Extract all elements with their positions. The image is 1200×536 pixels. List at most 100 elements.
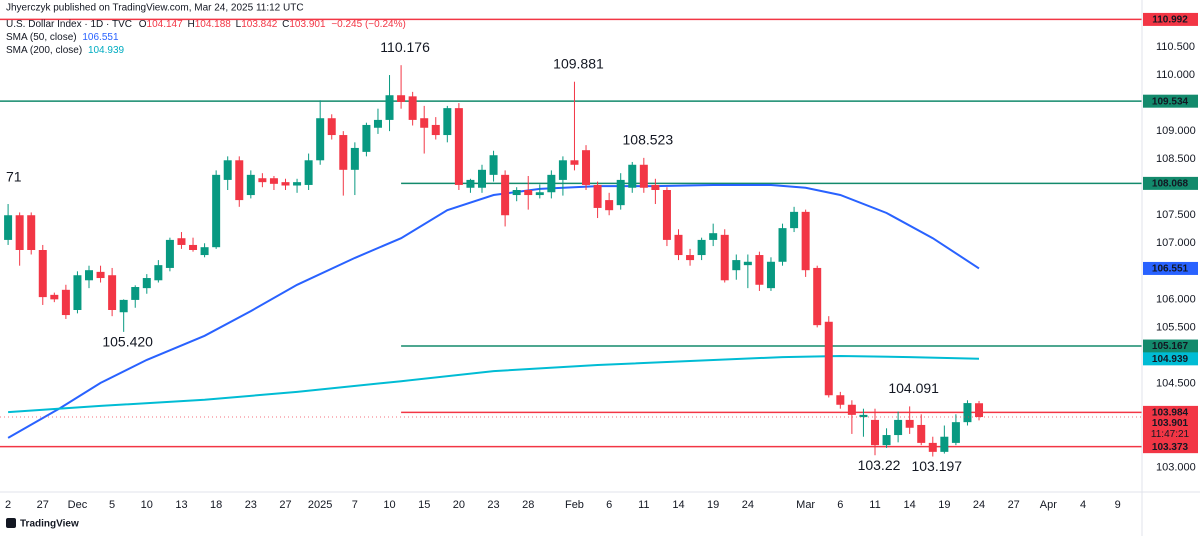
price-annotation: 104.091	[888, 380, 939, 396]
x-tick-label: 2025	[308, 499, 332, 511]
candle-body	[96, 271, 105, 279]
x-tick-label: 11	[869, 499, 880, 511]
candle-body	[743, 261, 752, 266]
candle-body	[859, 414, 868, 418]
candle-body	[373, 119, 382, 128]
candle-body	[766, 261, 775, 289]
sma-tag: 106.551	[1152, 264, 1189, 275]
price-annotation: 103.22	[858, 457, 901, 473]
edge-label: 71	[6, 169, 22, 185]
y-tick-label: 110.500	[1156, 41, 1195, 53]
x-tick-label: 27	[37, 499, 49, 511]
candle-body	[27, 215, 36, 250]
x-tick-label: 4	[1080, 499, 1086, 511]
sma200-legend: SMA (200, close) 104.939	[6, 45, 125, 56]
candle-body	[847, 404, 856, 415]
candle-body	[281, 182, 290, 186]
level-tag: 108.068	[1152, 179, 1189, 190]
level-tag: 103.984	[1152, 408, 1189, 419]
candle-body	[674, 234, 683, 256]
candle-body	[951, 422, 960, 443]
candle-body	[778, 228, 787, 262]
candle-body	[894, 419, 903, 436]
y-tick-label: 105.500	[1156, 321, 1196, 333]
level-tag-bg	[1143, 176, 1198, 190]
candle-body	[836, 395, 845, 405]
candle-body	[824, 321, 833, 396]
x-tick-label: 18	[210, 499, 222, 511]
level-tag-bg	[1143, 12, 1198, 26]
sma-line	[7, 184, 980, 439]
x-tick-label: 14	[904, 499, 916, 511]
x-tick-label: 28	[522, 499, 534, 511]
level-tag-bg	[1143, 339, 1198, 353]
candle-body	[709, 233, 718, 240]
candle-body	[362, 124, 371, 152]
sma-tag: 104.939	[1152, 354, 1189, 365]
candle-body	[558, 160, 567, 180]
candle-body	[454, 108, 463, 185]
candle-body	[686, 255, 695, 261]
candle-body	[616, 179, 625, 206]
brand: TradingView	[20, 519, 79, 530]
price-annotation: 110.176	[380, 39, 430, 55]
x-tick-label: Dec	[68, 499, 88, 511]
x-tick-label: 14	[672, 499, 684, 511]
ohlc-prefix: H	[187, 19, 194, 30]
ohlc-value: 103.842	[241, 19, 278, 30]
x-tick-label: 24	[973, 499, 985, 511]
y-tick-label: 108.500	[1156, 153, 1196, 165]
x-tick-label: 19	[707, 499, 719, 511]
x-tick-label: 27	[1008, 499, 1020, 511]
last-price-tag-bg	[1143, 417, 1198, 442]
level-tag: 110.992	[1152, 15, 1188, 26]
x-tick-label: 10	[141, 499, 153, 511]
candle-body	[131, 287, 140, 300]
candle-body	[420, 118, 429, 128]
last-price-tag: 103.901	[1152, 418, 1189, 429]
candle-body	[651, 184, 660, 190]
candle-body	[85, 270, 94, 281]
candle-body	[570, 160, 579, 165]
ohlc-prefix: C	[282, 19, 289, 30]
candle-body	[4, 215, 13, 240]
x-tick-label: 5	[109, 499, 115, 511]
candle-body	[293, 182, 302, 186]
candle-body	[397, 95, 406, 102]
candle-body	[61, 289, 70, 316]
candle-body	[940, 436, 949, 452]
level-tag-bg	[1143, 405, 1198, 419]
candle-body	[304, 160, 313, 185]
legend-value: 104.939	[88, 45, 125, 56]
y-tick-label: 103.000	[1156, 461, 1196, 473]
candle-body	[801, 211, 810, 271]
candle-body	[790, 211, 799, 229]
sma-tag-bg	[1143, 261, 1198, 275]
candle-body	[512, 190, 521, 196]
x-tick-label: 19	[938, 499, 950, 511]
candle-body	[870, 419, 879, 446]
candle-body	[466, 179, 475, 188]
x-tick-label: 9	[1115, 499, 1121, 511]
x-tick-label: 15	[418, 499, 430, 511]
sma50-legend: SMA (50, close) 106.551	[6, 32, 119, 43]
candle-body	[720, 234, 729, 281]
candle-body	[443, 108, 452, 136]
candle-body	[963, 403, 972, 423]
candle-body	[385, 95, 394, 120]
candle-body	[50, 294, 59, 300]
candle-body	[200, 247, 209, 256]
candle-body	[269, 178, 278, 184]
sma-tag-bg	[1143, 352, 1198, 366]
candle-body	[235, 160, 244, 201]
countdown: 11:47:21	[1151, 429, 1190, 440]
x-tick-label: Apr	[1040, 499, 1057, 511]
candle-body	[431, 124, 440, 136]
x-tick-label: 6	[837, 499, 843, 511]
level-tag-bg	[1143, 94, 1198, 108]
candle-body	[524, 190, 533, 196]
ohlc-prefix: O	[139, 19, 147, 30]
ohlc-value: 103.901	[289, 19, 326, 30]
x-tick-label: 23	[245, 499, 257, 511]
